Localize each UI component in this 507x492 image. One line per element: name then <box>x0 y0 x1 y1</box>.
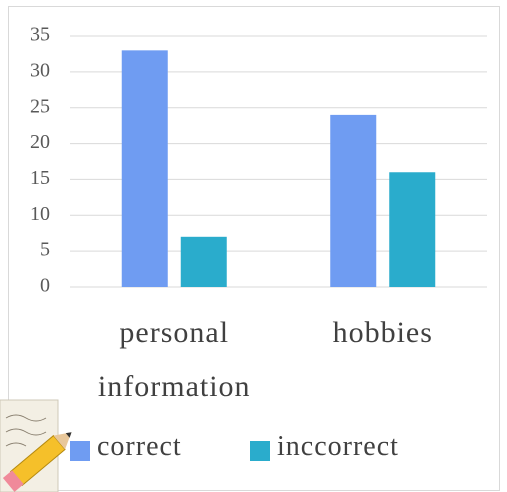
legend-label: correct <box>97 431 182 463</box>
x-tick-label: personal information <box>64 306 284 414</box>
legend-swatch <box>250 441 270 461</box>
chart: 0 5 10 15 20 25 30 35 <box>0 0 507 492</box>
y-tick-label: 30 <box>30 59 50 81</box>
page: 0 5 10 15 20 25 30 35 personal informationhobbi… <box>0 0 507 492</box>
legend-label: inccorrect <box>277 431 399 463</box>
legend-swatch <box>70 441 90 461</box>
bar <box>389 172 435 287</box>
y-tick-label: 20 <box>30 131 50 153</box>
x-tick-label: hobbies <box>273 306 493 360</box>
bar <box>330 115 376 287</box>
y-tick-label: 15 <box>30 167 50 189</box>
y-tick-label: 5 <box>40 239 50 261</box>
y-tick-label: 25 <box>30 95 50 117</box>
y-tick-label: 35 <box>30 24 50 46</box>
y-tick-label: 10 <box>30 203 50 225</box>
bar <box>122 50 168 287</box>
bar <box>181 237 227 287</box>
y-tick-label: 0 <box>40 275 50 297</box>
